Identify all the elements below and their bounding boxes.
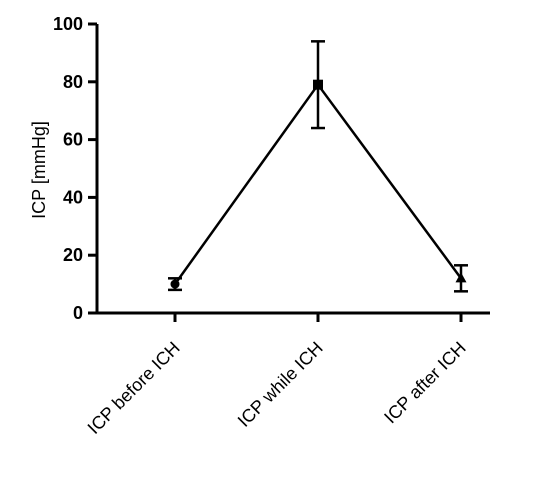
data-point-circle	[170, 279, 180, 289]
x-axis: ICP before ICH ICP while ICH ICP after ICH	[84, 311, 490, 438]
y-tick-label: 40	[63, 187, 83, 207]
data-series	[168, 40, 468, 293]
x-category-label: ICP while ICH	[234, 338, 327, 431]
x-category-label: ICP after ICH	[380, 338, 470, 428]
x-category-label: ICP before ICH	[84, 338, 184, 438]
y-axis: 0 20 40 60 80 100	[53, 14, 99, 323]
y-tick-label: 0	[73, 303, 83, 323]
y-tick-label: 80	[63, 72, 83, 92]
data-point-triangle	[455, 272, 467, 283]
y-tick-label: 20	[63, 245, 83, 265]
y-tick-label: 100	[53, 14, 83, 34]
y-tick-label: 60	[63, 130, 83, 150]
y-axis-title: ICP [mmHg]	[29, 121, 49, 219]
data-point-square	[313, 79, 323, 90]
